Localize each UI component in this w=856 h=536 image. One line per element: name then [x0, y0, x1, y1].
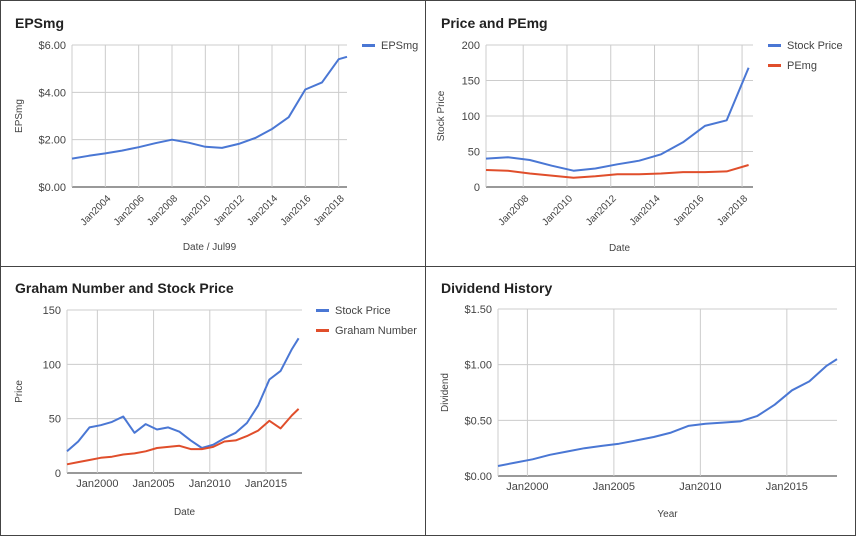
- y-tick-label: $0.00: [38, 182, 66, 194]
- x-tick-label: Jan2004: [79, 193, 114, 228]
- y-tick-label: 150: [462, 76, 480, 88]
- y-tick-label: $4.00: [38, 87, 66, 99]
- legend-swatch-graham-number: [316, 329, 329, 332]
- chart-svg-price-and-pemg: Price and PEmg 0 50 100 150 200 Jan2008 Jan2010…: [436, 15, 843, 254]
- x-tick-label: Jan2008: [145, 193, 180, 228]
- series-line-pemg: [485, 164, 749, 179]
- y-axis-label: Stock Price: [436, 90, 447, 141]
- x-tick-label: Jan2012: [584, 193, 619, 228]
- y-tick-label: 50: [468, 147, 480, 159]
- chart-svg-graham-number-and-stock-price: Graham Number and Stock Price 0 50 100 150 Ja…: [14, 280, 417, 518]
- x-tick-label: Jan2012: [212, 193, 247, 228]
- series-line-stock-price: [485, 67, 750, 172]
- series-line-graham-number: [66, 408, 300, 466]
- x-axis-label: Year: [657, 509, 678, 520]
- y-tick-label: 100: [462, 111, 480, 123]
- chart-svg-dividend-history: Dividend History $0.00 $0.50 $1.00 $1.50 Jan2…: [440, 280, 838, 520]
- y-axis-label: Price: [14, 380, 25, 403]
- x-tick-label: Jan2010: [679, 481, 721, 493]
- panel-divider-vertical: [425, 0, 426, 536]
- chart-title: Price and PEmg: [441, 15, 548, 31]
- x-tick-label: Jan2000: [506, 481, 548, 493]
- legend-label-pemg: PEmg: [787, 60, 817, 72]
- x-tick-label: Jan2016: [671, 193, 706, 228]
- x-tick-label: Jan2008: [496, 193, 531, 228]
- x-axis-label: Date: [174, 507, 196, 518]
- x-tick-label: Jan2005: [593, 481, 635, 493]
- legend-swatch-stock-price: [768, 44, 781, 47]
- y-tick-label: 0: [55, 468, 61, 480]
- chart-panel-dividend-history: Dividend History $0.00 $0.50 $1.00 $1.50 Jan2…: [426, 267, 856, 536]
- x-axis-label: Date / Jul99: [183, 242, 237, 253]
- x-tick-label: Jan2014: [245, 193, 280, 228]
- y-tick-label: $1.00: [464, 360, 492, 372]
- x-axis-label: Date: [609, 243, 631, 254]
- legend-swatch-pemg: [768, 64, 781, 67]
- y-tick-label: $0.50: [464, 415, 492, 427]
- x-tick-label: Jan2018: [715, 193, 750, 228]
- x-tick-label: Jan2015: [245, 478, 287, 490]
- y-tick-label: 100: [43, 359, 61, 371]
- chart-svg-epsmg: EPSmg$0.00$2.00$4.00$6.00Jan2004Jan2006J…: [14, 15, 418, 253]
- y-tick-label: $1.50: [464, 304, 492, 316]
- x-tick-label: Jan2006: [112, 193, 147, 228]
- x-tick-label: Jan2010: [189, 478, 231, 490]
- series-line-dividend: [497, 358, 838, 467]
- y-tick-label: 50: [49, 414, 61, 426]
- x-tick-label: Jan2005: [132, 478, 174, 490]
- chart-panel-price-pemg: Price and PEmg 0 50 100 150 200 Jan2008 Jan2010…: [426, 0, 856, 266]
- y-tick-label: $6.00: [38, 40, 66, 52]
- x-tick-label: Jan2010: [179, 193, 214, 228]
- chart-title: EPSmg: [15, 15, 64, 31]
- x-tick-label: Jan2018: [312, 193, 347, 228]
- x-tick-label: Jan2000: [76, 478, 118, 490]
- legend-label-stock-price: Stock Price: [335, 305, 391, 317]
- chart-title: Dividend History: [441, 280, 552, 296]
- series-line-epsmg: [71, 55, 348, 160]
- legend-label-graham-number: Graham Number: [335, 325, 417, 337]
- legend-label-epsmg: EPSmg: [381, 40, 418, 52]
- y-tick-label: $2.00: [38, 135, 66, 147]
- y-axis-label: EPSmg: [14, 99, 25, 133]
- x-tick-label: Jan2014: [628, 193, 663, 228]
- y-axis-label: Dividend: [440, 373, 451, 412]
- legend-swatch-stock-price: [316, 309, 329, 312]
- series-line-stock-price: [66, 337, 300, 453]
- x-tick-label: Jan2010: [540, 193, 575, 228]
- x-tick-label: Jan2016: [279, 193, 314, 228]
- chart-panel-epsmg: EPSmg $0.00 $2.00 $4.00 $6.00 Jan2004 Jan2006 J…: [0, 0, 425, 266]
- y-tick-label: 150: [43, 305, 61, 317]
- legend-label-stock-price: Stock Price: [787, 40, 843, 52]
- y-tick-label: 200: [462, 40, 480, 52]
- chart-title: Graham Number and Stock Price: [15, 280, 234, 296]
- legend-swatch-epsmg: [362, 44, 375, 47]
- y-tick-label: $0.00: [464, 471, 492, 483]
- x-tick-label: Jan2015: [766, 481, 808, 493]
- panel-divider-horizontal: [0, 266, 856, 267]
- y-tick-label: 0: [474, 182, 480, 194]
- chart-panel-graham-stock: Graham Number and Stock Price 0 50 100 150 Ja…: [0, 267, 425, 536]
